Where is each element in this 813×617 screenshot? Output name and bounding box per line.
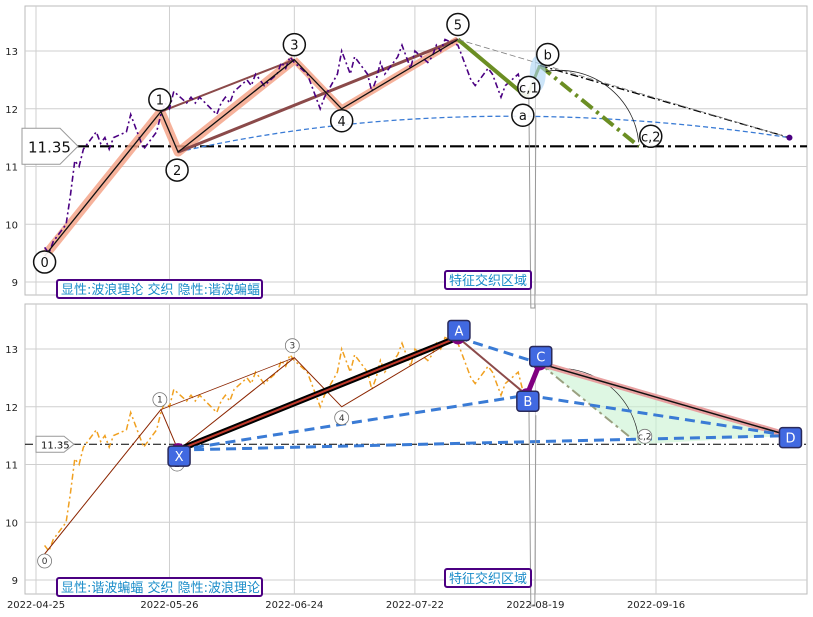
bottom-pattern-label-box [56,279,263,299]
price-series-line [44,336,528,553]
y-tick-label-bottom: 11 [5,461,18,472]
harmonic-label-box [167,445,191,467]
y-tick-label-bottom: 10 [5,518,18,529]
x-tick-label: 2022-09-16 [627,600,685,611]
wave-2-5-line [177,38,459,154]
harmonic-cd-leg [539,362,790,437]
harmonic-xa-leg-inner [177,336,459,451]
y-tick-label-top: 13 [5,47,18,58]
top-panel-marks: 0 1 2 3 4 5 a b c,1 c,2 11.35 显性:波浪理论 交织 隐性:谐波蝙蝠 特征交… [21,12,807,309]
wave-label-circle [334,410,350,426]
y-tick-label-bottom: 12 [5,403,18,414]
harmonic-label-box [516,390,540,412]
x-tick-label: 2022-08-19 [506,600,564,611]
wave-label: 4 [338,115,346,130]
price-level-tag [35,435,75,453]
wave-label-circle [152,392,168,408]
bottom-panel-frame [24,303,808,595]
y-tick-label-top: 9 [12,278,18,289]
wave-label-circle [511,103,535,127]
bottom-pattern-label-box [56,577,263,597]
wave-label-circle [32,250,57,274]
wave-label-circle [446,12,470,37]
bottom-pattern-label: 显性:波浪理论 交织 隐性:谐波蝙蝠 [61,282,260,298]
wave-label: a [519,109,527,124]
harmonic-xb-dash [177,393,528,452]
wave-label: 0 [40,256,48,271]
wave-label: c,2 [638,432,652,442]
y-tick-label-bottom: 13 [5,345,18,356]
wave-b-c-line [538,63,641,148]
zone-label-box [444,568,532,588]
wave-path-line [44,38,459,257]
x-tick-label: 2022-07-22 [386,600,444,611]
zone-label: 特征交织区域 [449,273,527,289]
harmonic-label: C [536,350,545,365]
wave-label-circle [282,32,307,57]
wave-label: 4 [339,414,345,424]
harmonic-label-box [529,345,553,368]
price-level-tag [21,127,79,165]
wave-label-circle [37,553,53,569]
price-level-label: 11.35 [41,440,70,451]
wave-label: 2 [173,164,181,179]
y-tick-label-bottom: 9 [12,576,18,587]
wave-label-circle [148,87,172,112]
wave-label-circle [517,75,541,100]
zone-label-box [444,270,532,290]
end-point [786,134,793,141]
harmonic-label-box [447,319,471,342]
y-tick-label-top: 11 [5,163,18,174]
x-tick-label: 2022-06-24 [265,600,323,611]
wave-label-circle [536,42,560,67]
wave-c-line [539,362,640,446]
price-series-line [43,38,528,255]
harmonic-label: X [175,450,184,465]
zone-label: 特征交织区域 [449,571,527,587]
wave-b-end-line [539,64,790,139]
wave-5-a-line [456,37,529,99]
harmonic-label: B [523,395,532,410]
wave-label-circle [639,124,663,149]
wave-label: 1 [157,396,163,406]
harmonic-label-box [778,426,803,449]
wave-label-circle [329,109,354,133]
wave-label: 5 [454,18,462,33]
harmonic-ac-dash [457,336,541,365]
wave-label: 0 [42,557,48,567]
wave-label: 1 [156,94,164,109]
y-tick-label-top: 10 [5,220,18,231]
price-drop-hook [528,97,537,309]
price-drop-hook [528,395,537,607]
wave-1-3-line [160,58,295,113]
x-tick-label: 2022-04-25 [7,600,65,611]
fib-arc [545,69,640,143]
harmonic-label: A [454,324,463,339]
wave-label-circle [637,428,653,444]
wave-label: 3 [289,342,295,352]
harmonic-label: D [785,432,795,447]
wave-path-line [44,337,459,555]
wave-label: c,1 [519,81,539,96]
wave-label-circle [284,338,300,354]
wave-label: c,2 [641,130,661,145]
wave-label-circle [165,158,189,182]
wave-5-end-line [457,39,790,139]
bottom-pattern-label: 显性:谐波蝙蝠 交织 隐性:波浪理论 [61,580,260,596]
wave-1-3-line [160,357,295,411]
price-level-label: 11.35 [28,138,71,156]
harmonic-bd-dash [526,393,790,438]
trend-dashed-line [177,115,790,153]
top-panel-frame [24,5,808,296]
y-tick-label-top: 12 [5,105,18,116]
wave-label: 3 [290,39,298,54]
x-tick-label: 2022-05-26 [140,600,198,611]
harmonic-ab-leg [457,336,528,396]
wave-label: b [544,48,552,63]
harmonic-xd-dash [178,434,790,452]
